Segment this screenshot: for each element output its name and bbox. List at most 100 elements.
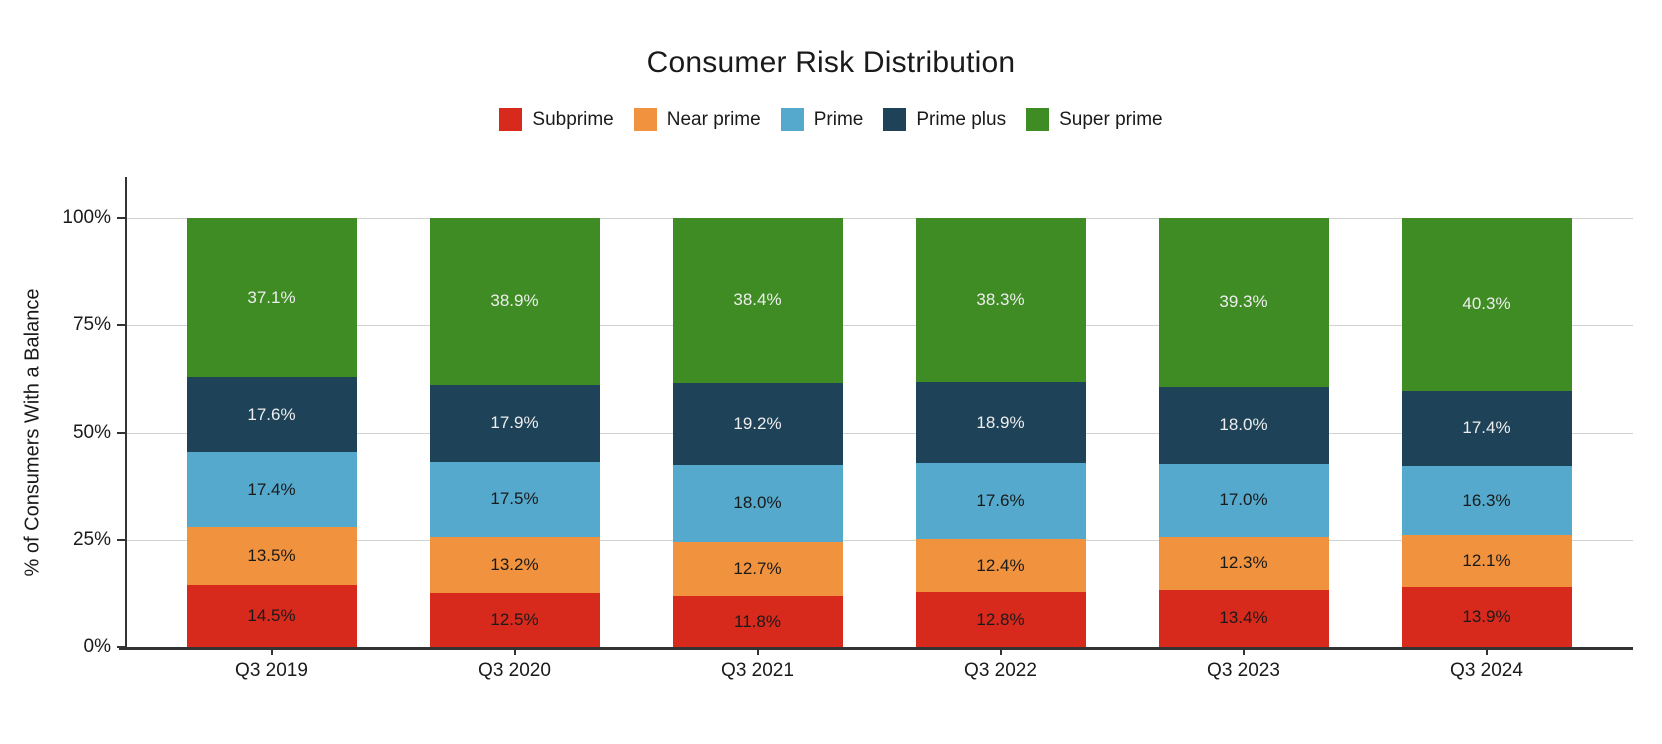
- legend-label: Prime plus: [916, 108, 1007, 130]
- bar-segment-near-prime: 12.4%: [915, 538, 1086, 593]
- x-tick-label: Q3 2022: [964, 660, 1037, 681]
- bar-segment-super-prime: 39.3%: [1158, 218, 1329, 387]
- y-tick: [117, 646, 125, 648]
- legend-label: Prime: [813, 108, 864, 130]
- legend-swatch-subprime-icon: [499, 108, 523, 131]
- segment-value-label: 13.4%: [1219, 608, 1268, 628]
- y-axis-title-wrap: % of Consumers With a Balance: [0, 218, 66, 647]
- bars-container: 14.5% 13.5% 17.4% 17.6% 37.1% 12.5% 13.2% 17.5%…: [150, 218, 1608, 647]
- x-tick: [1242, 649, 1245, 655]
- bar-segment-near-prime: 12.7%: [672, 542, 843, 597]
- y-tick-label: 50%: [72, 421, 111, 443]
- y-tick: [117, 324, 125, 327]
- segment-value-label: 38.4%: [733, 290, 782, 310]
- segment-value-label: 11.8%: [734, 611, 781, 631]
- x-axis-line: [119, 647, 1633, 650]
- segment-value-label: 17.5%: [490, 489, 539, 509]
- legend-swatch-near-prime-icon: [633, 108, 657, 131]
- bar-segment-subprime: 13.9%: [1401, 587, 1572, 647]
- segment-value-label: 38.9%: [490, 291, 539, 311]
- y-tick-label: 0%: [83, 636, 111, 657]
- y-axis-title: % of Consumers With a Balance: [21, 288, 44, 577]
- segment-value-label: 14.5%: [247, 605, 296, 625]
- legend-label: Super prime: [1059, 108, 1163, 130]
- bar-segment-prime-plus: 18.0%: [1158, 386, 1329, 464]
- x-tick: [999, 649, 1002, 655]
- y-tick: [117, 431, 125, 434]
- bar-segment-subprime: 11.8%: [672, 596, 843, 647]
- bar-segment-super-prime: 38.4%: [672, 218, 843, 383]
- x-tick-label: Q3 2020: [478, 660, 551, 681]
- segment-value-label: 12.5%: [490, 610, 539, 630]
- segment-value-label: 17.4%: [247, 479, 296, 499]
- bar-q3-2023: 13.4% 12.3% 17.0% 18.0% 39.3%: [1158, 218, 1329, 647]
- bar-segment-near-prime: 13.5%: [186, 527, 357, 585]
- x-tick-label: Q3 2023: [1207, 660, 1280, 681]
- bar-segment-super-prime: 38.3%: [915, 218, 1086, 383]
- bar-segment-subprime: 14.5%: [186, 584, 357, 647]
- bar-segment-prime-plus: 17.4%: [1401, 390, 1572, 466]
- y-tick-label: 100%: [62, 207, 111, 228]
- legend-swatch-super-prime-icon: [1026, 108, 1050, 131]
- legend-swatch-prime-plus-icon: [883, 108, 907, 131]
- bar-segment-super-prime: 38.9%: [429, 218, 600, 385]
- legend-item-super-prime[interactable]: Super prime: [1026, 108, 1163, 131]
- x-tick: [270, 649, 273, 655]
- bar-slot-q3-2023: 13.4% 12.3% 17.0% 18.0% 39.3%: [1122, 218, 1365, 647]
- legend-item-near-prime[interactable]: Near prime: [633, 108, 761, 131]
- legend-item-prime-plus[interactable]: Prime plus: [883, 108, 1006, 131]
- y-tick: [117, 217, 125, 219]
- segment-value-label: 12.7%: [733, 559, 782, 579]
- segment-value-label: 12.1%: [1462, 551, 1511, 571]
- segment-value-label: 13.2%: [490, 555, 539, 575]
- y-tick-label: 75%: [72, 314, 111, 336]
- segment-value-label: 13.5%: [247, 545, 296, 565]
- bar-slot-q3-2021: 11.8% 12.7% 18.0% 19.2% 38.4%: [636, 218, 879, 647]
- segment-value-label: 18.9%: [976, 412, 1025, 432]
- bar-segment-subprime: 12.5%: [429, 593, 600, 647]
- x-tick-label: Q3 2019: [235, 660, 308, 681]
- bar-segment-prime-plus: 18.9%: [915, 382, 1086, 464]
- bar-segment-prime: 18.0%: [672, 464, 843, 543]
- bar-segment-prime-plus: 17.6%: [186, 377, 357, 453]
- segment-value-label: 17.4%: [1462, 418, 1511, 438]
- legend: Subprime Near prime Prime Prime plus Super p…: [0, 108, 1662, 131]
- chart-title: Consumer Risk Distribution: [646, 46, 1016, 79]
- x-tick-label: Q3 2021: [721, 660, 794, 681]
- bar-segment-super-prime: 37.1%: [186, 218, 357, 378]
- segment-value-label: 17.9%: [490, 413, 539, 433]
- segment-value-label: 13.9%: [1462, 607, 1511, 627]
- plot-area: 0% 25% 50% 75% 100% 14.5% 13.5% 17.4% 17.6% 37.1%…: [62, 177, 1633, 681]
- y-tick-label: 25%: [72, 528, 111, 550]
- legend-label: Subprime: [532, 108, 614, 130]
- bar-segment-subprime: 12.8%: [915, 592, 1086, 647]
- bar-segment-near-prime: 13.2%: [429, 536, 600, 594]
- bar-segment-prime-plus: 19.2%: [672, 382, 843, 465]
- segment-value-label: 17.6%: [976, 491, 1025, 511]
- bar-q3-2022: 12.8% 12.4% 17.6% 18.9% 38.3%: [915, 218, 1086, 647]
- segment-value-label: 18.0%: [1219, 415, 1268, 435]
- segment-value-label: 17.6%: [247, 404, 296, 424]
- bar-segment-prime: 17.6%: [915, 463, 1086, 539]
- legend-item-prime[interactable]: Prime: [780, 108, 864, 131]
- segment-value-label: 12.8%: [976, 609, 1025, 629]
- bar-q3-2020: 12.5% 13.2% 17.5% 17.9% 38.9%: [429, 218, 600, 647]
- segment-value-label: 39.3%: [1219, 292, 1268, 312]
- bar-slot-q3-2022: 12.8% 12.4% 17.6% 18.9% 38.3%: [879, 218, 1122, 647]
- x-tick-label: Q3 2024: [1450, 660, 1523, 681]
- category-band: 14.5% 13.5% 17.4% 17.6% 37.1% 12.5% 13.2% 17.5%…: [150, 218, 1608, 681]
- segment-value-label: 16.3%: [1462, 490, 1511, 510]
- x-tick: [756, 649, 759, 655]
- bar-segment-subprime: 13.4%: [1158, 589, 1329, 647]
- gridline-100: [127, 218, 1633, 219]
- bar-slot-q3-2020: 12.5% 13.2% 17.5% 17.9% 38.9%: [393, 218, 636, 647]
- gridline-25: [127, 539, 1633, 541]
- legend-item-subprime[interactable]: Subprime: [499, 108, 614, 131]
- bar-segment-prime-plus: 17.9%: [429, 384, 600, 462]
- y-tick: [117, 538, 125, 541]
- legend-label: Near prime: [666, 108, 761, 130]
- x-tick: [513, 649, 516, 655]
- bar-segment-prime: 17.0%: [1158, 463, 1329, 537]
- segment-value-label: 17.0%: [1219, 490, 1268, 510]
